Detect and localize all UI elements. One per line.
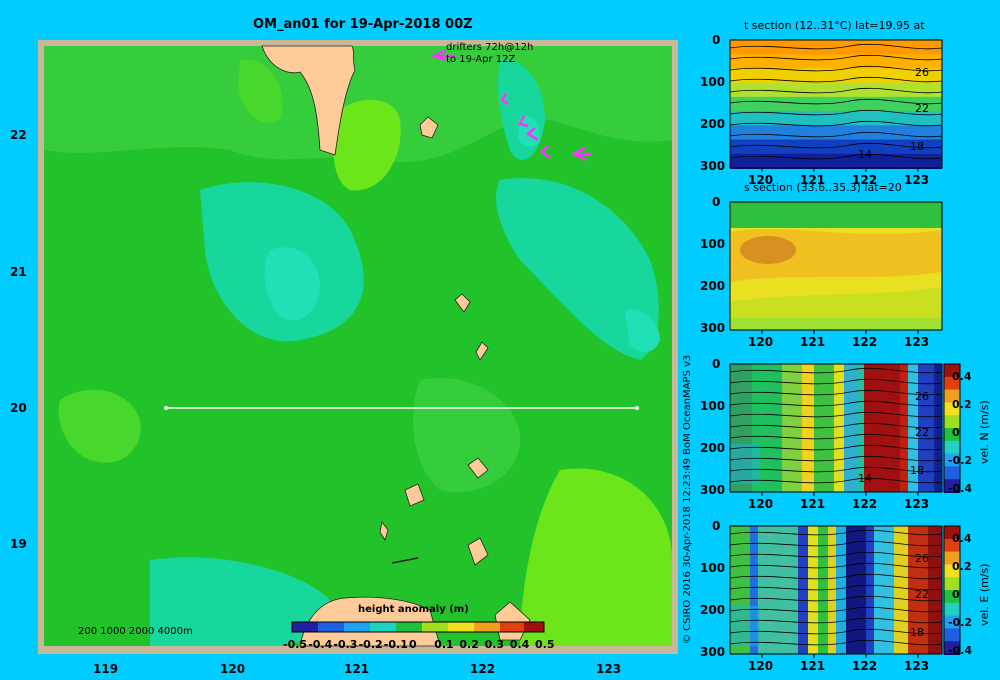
section-title: t section (12..31°C) lat=19.95 at xyxy=(744,19,925,32)
section-x-tick-label: 120 xyxy=(748,659,774,673)
section-x-tick-label: 122 xyxy=(852,497,878,511)
colorbar-tick-label: 0.3 xyxy=(484,638,505,651)
map-x-tick-label: 121 xyxy=(344,662,370,676)
contour-label: 18 xyxy=(910,626,924,639)
drifters-label-1: drifters 72h@12h xyxy=(446,42,534,53)
drifter-tracks xyxy=(430,48,592,162)
section-y-tick-label: 300 xyxy=(700,645,726,659)
section-x-tick-label: 123 xyxy=(904,335,930,349)
contour-label: 14 xyxy=(858,472,872,485)
contour-label: 26 xyxy=(915,66,929,79)
section-y-tick-label: 100 xyxy=(700,237,726,251)
colorbar-tick-label: 0 xyxy=(409,638,417,651)
colorbar-tick-label: -0.3 xyxy=(333,638,358,651)
contour-label: 26 xyxy=(915,552,929,565)
section-y-tick-label: 0 xyxy=(712,357,721,371)
colorbar-tick-label: 0.2 xyxy=(459,638,479,651)
section-y-tick-label: 200 xyxy=(700,117,726,131)
map-y-tick-label: 20 xyxy=(10,401,27,415)
height-colorbar xyxy=(291,621,545,633)
section-y-tick-label: 100 xyxy=(700,399,726,413)
map-y-tick-label: 21 xyxy=(10,265,27,279)
map-title: OM_an01 for 19-Apr-2018 00Z xyxy=(253,17,473,32)
section-y-tick-label: 300 xyxy=(700,159,726,173)
contour-label: 26 xyxy=(915,390,929,403)
velocity-colorbar-tick: 0.2 xyxy=(952,560,972,573)
contour-label: 22 xyxy=(915,102,929,115)
colorbar-tick-label: -0.1 xyxy=(383,638,408,651)
section-y-tick-label: 0 xyxy=(712,519,721,533)
section-x-tick-label: 122 xyxy=(852,173,878,187)
section-x-tick-label: 123 xyxy=(904,497,930,511)
velocity-colorbar-tick: 0 xyxy=(952,426,960,439)
section-x-tick-label: 123 xyxy=(904,173,930,187)
velocity-colorbar-tick: -0.4 xyxy=(948,644,973,657)
velocity-colorbar-tick: 0.2 xyxy=(952,398,972,411)
velocity-colorbar-tick: 0.4 xyxy=(952,370,972,383)
section-y-tick-label: 200 xyxy=(700,441,726,455)
section-x-tick-label: 123 xyxy=(904,659,930,673)
velocity-colorbar-tick: -0.2 xyxy=(948,454,973,467)
section-y-tick-label: 0 xyxy=(712,195,721,209)
height-anomaly-field xyxy=(44,46,672,646)
section-y-tick-label: 300 xyxy=(700,321,726,335)
section-title: s section (33.6..35.3) lat=20 xyxy=(744,181,902,194)
colorbar-tick-label: -0.4 xyxy=(308,638,333,651)
section-y-tick-label: 200 xyxy=(700,603,726,617)
section-x-tick-label: 121 xyxy=(800,659,826,673)
velocity-colorbar-label: vel. E (m/s) xyxy=(978,563,991,626)
contour-label: 22 xyxy=(915,426,929,439)
contour-label: 18 xyxy=(910,140,924,153)
section-x-tick-label: 120 xyxy=(748,173,774,187)
section-x-tick-label: 122 xyxy=(852,335,878,349)
map-x-tick-label: 122 xyxy=(470,662,496,676)
map-x-tick-label: 119 xyxy=(93,662,119,676)
section-x-tick-label: 121 xyxy=(800,497,826,511)
section-x-tick-label: 120 xyxy=(748,497,774,511)
colorbar-tick-label: 0.4 xyxy=(509,638,530,651)
colorbar-tick-label: 0.5 xyxy=(535,638,555,651)
velocity-colorbar-tick: -0.4 xyxy=(948,482,973,495)
section-x-tick-label: 121 xyxy=(800,335,826,349)
velocity-colorbar-tick: 0.4 xyxy=(952,532,972,545)
section-y-tick-label: 100 xyxy=(700,75,726,89)
colorbar-tick-label: -0.5 xyxy=(283,638,308,651)
colorbar-tick-label: 0.1 xyxy=(434,638,454,651)
section-y-tick-label: 100 xyxy=(700,561,726,575)
section-x-tick-label: 120 xyxy=(748,335,774,349)
section-x-tick-label: 121 xyxy=(800,173,826,187)
section-x-tick-label: 122 xyxy=(852,659,878,673)
velocity-colorbar-tick: 0 xyxy=(952,588,960,601)
section-y-tick-label: 200 xyxy=(700,279,726,293)
section-y-tick-label: 300 xyxy=(700,483,726,497)
velocity-colorbar-tick: -0.2 xyxy=(948,616,973,629)
contour-label: 14 xyxy=(858,148,872,161)
section-line xyxy=(164,406,639,410)
section-y-tick-label: 0 xyxy=(712,33,721,47)
contour-label: 22 xyxy=(915,588,929,601)
map-y-tick-label: 19 xyxy=(10,537,27,551)
contour-label: 18 xyxy=(910,464,924,477)
colorbar-tick-label: -0.2 xyxy=(358,638,383,651)
drifters-label-2: to 19-Apr 12Z xyxy=(446,54,516,65)
colorbar-title: height anomaly (m) xyxy=(358,604,469,615)
map-x-tick-label: 120 xyxy=(220,662,246,676)
map-x-tick-label: 123 xyxy=(596,662,622,676)
depth-legend: 200 1000 2000 4000m xyxy=(78,626,193,637)
map-y-tick-label: 22 xyxy=(10,128,27,142)
